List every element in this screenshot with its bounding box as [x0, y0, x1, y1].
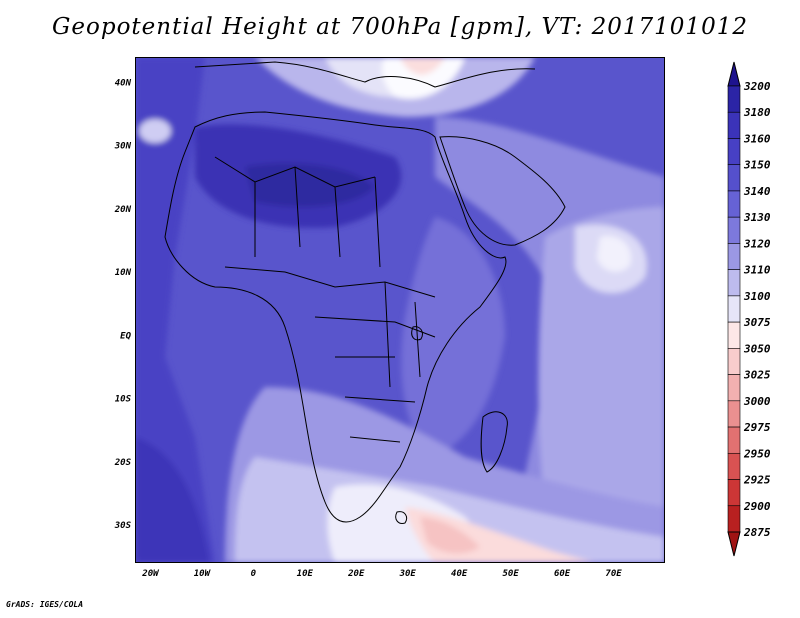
- field-southwest-deep: [135, 437, 210, 563]
- coastline-africa: [164, 111, 507, 523]
- geopotential-map: [135, 57, 665, 563]
- field-turkey-high: [382, 57, 465, 99]
- colorbar-swatch: [727, 85, 741, 113]
- lat-tick-label: 10N: [115, 268, 132, 278]
- lon-tick-label: 10W: [194, 569, 212, 579]
- field-indian-ocean: [538, 207, 665, 563]
- colorbar-label: 2900: [743, 500, 771, 513]
- colorbar-swatch: [727, 138, 741, 166]
- map-title: Geopotential Height at 700hPa [gpm], VT:…: [52, 14, 748, 40]
- colorbar-label: 3050: [743, 342, 771, 355]
- lesotho-outline: [395, 511, 408, 524]
- field-east-africa: [401, 217, 505, 457]
- lat-tick-label: 10S: [115, 395, 132, 405]
- lat-tick-label: 20S: [114, 458, 132, 468]
- lon-tick-label: 20E: [347, 569, 365, 579]
- colorbar-label: 3000: [743, 395, 771, 408]
- map-frame: [135, 57, 665, 563]
- colorbar-label: 3140: [743, 185, 771, 198]
- colorbar-swatch: [727, 269, 741, 297]
- colorbar-swatch: [727, 452, 741, 480]
- latitude-ticks: 40N 30N 20N 10N EQ 10S 20S 30S: [114, 78, 132, 531]
- lat-tick-label: 40N: [115, 78, 132, 88]
- field-atlantic-blob: [139, 119, 171, 143]
- colorbar-swatch: [727, 426, 741, 454]
- field-south-ridge-pink-core: [420, 517, 480, 554]
- colorbar-swatch: [727, 321, 741, 349]
- lat-tick-label: 20N: [114, 205, 132, 215]
- lon-tick-label: 10E: [297, 569, 314, 579]
- field-west-ocean: [135, 57, 215, 563]
- colorbar-label: 3120: [743, 237, 771, 250]
- colorbar-swatch: [727, 295, 741, 323]
- lon-tick-label: 30E: [399, 569, 417, 579]
- lon-tick-label: 60E: [554, 569, 571, 579]
- lon-tick-label: 40E: [451, 569, 468, 579]
- colorbar-label: 2950: [743, 447, 771, 460]
- border-3: [224, 266, 436, 298]
- lat-tick-label: 30S: [114, 521, 132, 531]
- field-turkey-pink: [400, 57, 445, 75]
- colorbar-swatch: [727, 243, 741, 270]
- field-arabian-sea-core: [597, 236, 631, 272]
- colorbar-swatch: [727, 111, 741, 139]
- lat-tick-label: EQ: [120, 331, 131, 341]
- colorbar-label: 3200: [743, 80, 771, 93]
- colorbar-swatch: [727, 348, 741, 375]
- lon-tick-label: 0: [251, 569, 257, 579]
- colorbar-bottom-arrow: [727, 531, 741, 557]
- colorbar-label: 2975: [743, 421, 771, 434]
- colorbar-swatch: [727, 505, 741, 533]
- border-2: [254, 166, 381, 268]
- country-borders: [164, 61, 566, 524]
- lon-tick-label: 70E: [605, 569, 622, 579]
- colorbar-swatch: [727, 190, 741, 218]
- border-4: [314, 316, 436, 443]
- colorbar-label: 3160: [743, 132, 771, 145]
- colorbar-label: 2925: [743, 474, 771, 487]
- colorbar-label: 3100: [743, 290, 771, 303]
- longitude-ticks: 20W 10W 0 10E 20E 30E 40E 50E 60E 70E: [141, 569, 622, 579]
- colorbar-swatch: [727, 216, 741, 244]
- colorbar-label: 3180: [743, 106, 771, 119]
- colorbar-label: 3110: [743, 264, 771, 277]
- colorbar-swatch: [727, 164, 741, 192]
- lat-tick-label: 30N: [114, 142, 132, 152]
- colorbar-swatch: [727, 400, 741, 428]
- coastline-europe: [194, 61, 536, 88]
- colorbar-top-arrow: [727, 61, 741, 87]
- colorbar-label: 2875: [743, 526, 771, 539]
- colorbar-label: 3025: [743, 369, 771, 382]
- lake-victoria: [411, 326, 423, 341]
- grads-credit: GrADS: IGES/COLA: [6, 600, 84, 609]
- colorbar-label: 3130: [743, 211, 771, 224]
- coastline-madagascar: [480, 411, 508, 473]
- colorbar-label: 3075: [743, 316, 771, 329]
- colorbar-label: 3150: [743, 159, 771, 172]
- colorbar-swatch: [727, 374, 741, 402]
- lon-tick-label: 50E: [502, 569, 519, 579]
- colorbar-swatch: [727, 479, 741, 507]
- coastline-arabia: [439, 136, 566, 246]
- colorbar: 3200 3180 3160 3150 3140 3130 3120 3110 3100 3075…: [727, 61, 771, 557]
- lon-tick-label: 20W: [141, 569, 160, 579]
